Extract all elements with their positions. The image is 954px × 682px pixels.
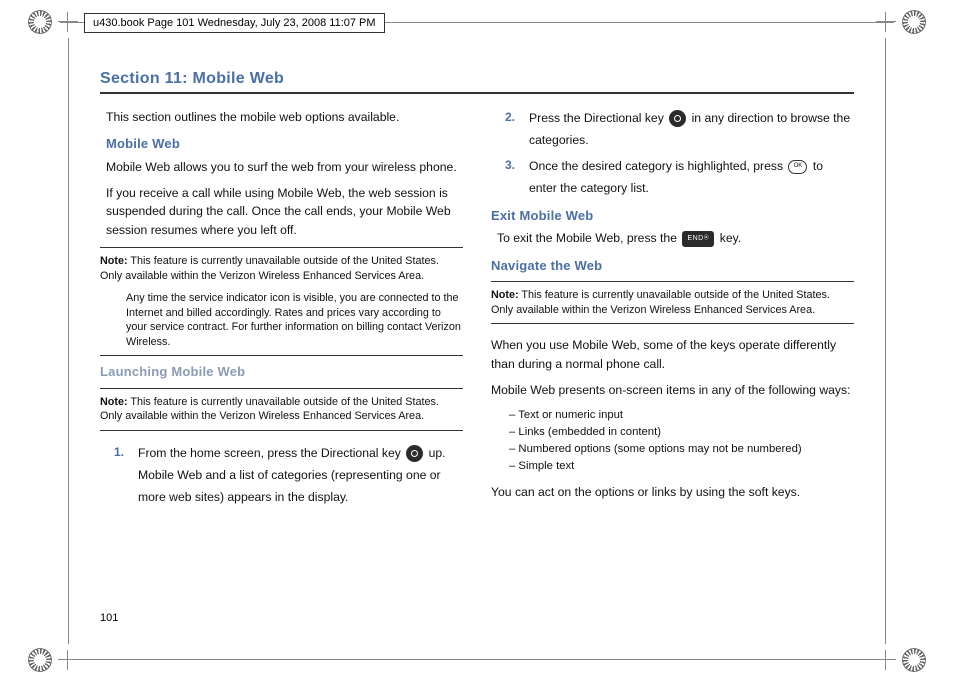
step-text-part: From the home screen, press the Directio… [138, 446, 404, 460]
step-text-part: Press the Directional key [529, 111, 667, 125]
body-text: You can act on the options or links by u… [491, 483, 854, 501]
note-rule [491, 281, 854, 282]
crop-cross-icon [58, 650, 78, 670]
body-text: Mobile Web presents on-screen items in a… [491, 381, 854, 399]
intro-text: This section outlines the mobile web opt… [106, 108, 463, 126]
body-text: If you receive a call while using Mobile… [106, 184, 463, 239]
step-number: 3. [505, 156, 521, 200]
note-text: This feature is currently unavailable ou… [491, 289, 830, 316]
page-header-meta: u430.book Page 101 Wednesday, July 23, 2… [84, 13, 385, 33]
text-part: key. [720, 231, 741, 245]
exit-text: To exit the Mobile Web, press the END⦿ k… [497, 229, 854, 247]
crop-mark-icon [902, 10, 926, 34]
note-label: Note: [491, 289, 519, 301]
text-part: To exit the Mobile Web, press the [497, 231, 680, 245]
crop-mark-icon [902, 648, 926, 672]
section-rule [100, 92, 854, 94]
body-text: When you use Mobile Web, some of the key… [491, 336, 854, 373]
step-number: 2. [505, 108, 521, 152]
frame-line [885, 38, 886, 644]
crop-mark-icon [28, 10, 52, 34]
note-rule [100, 247, 463, 248]
crop-cross-icon [876, 650, 896, 670]
note-text: This feature is currently unavailable ou… [100, 255, 439, 282]
crop-cross-icon [876, 12, 896, 32]
crop-mark-icon [28, 648, 52, 672]
step-item: 2. Press the Directional key in any dire… [491, 108, 854, 152]
list-item: Simple text [509, 458, 854, 475]
note-text: This feature is currently unavailable ou… [100, 396, 439, 423]
note-block: Note: This feature is currently unavaila… [491, 288, 854, 317]
step-text: From the home screen, press the Directio… [138, 443, 463, 509]
note-label: Note: [100, 255, 128, 267]
step-item: 1. From the home screen, press the Direc… [100, 443, 463, 509]
heading-navigate: Navigate the Web [491, 256, 854, 276]
frame-line [60, 659, 894, 660]
crop-cross-icon [58, 12, 78, 32]
directional-key-icon [406, 445, 423, 462]
dash-list: Text or numeric input Links (embedded in… [491, 407, 854, 475]
frame-line [68, 38, 69, 644]
heading-exit: Exit Mobile Web [491, 206, 854, 226]
left-column: This section outlines the mobile web opt… [100, 108, 463, 513]
header-text: u430.book Page 101 Wednesday, July 23, 2… [93, 17, 376, 29]
right-column: 2. Press the Directional key in any dire… [491, 108, 854, 513]
list-item: Text or numeric input [509, 407, 854, 424]
step-item: 3. Once the desired category is highligh… [491, 156, 854, 200]
step-number: 1. [114, 443, 130, 509]
list-item: Links (embedded in content) [509, 424, 854, 441]
ok-key-icon: OK [788, 160, 807, 174]
note-rule [100, 430, 463, 431]
directional-key-icon [669, 110, 686, 127]
list-item: Numbered options (some options may not b… [509, 441, 854, 458]
note-rule [100, 355, 463, 356]
note-label: Note: [100, 396, 128, 408]
step-text: Once the desired category is highlighted… [529, 156, 854, 200]
page-content: Section 11: Mobile Web This section outl… [100, 70, 854, 622]
page-number: 101 [100, 612, 118, 624]
note-rule [491, 323, 854, 324]
end-key-icon: END⦿ [682, 231, 714, 247]
step-text-part: Once the desired category is highlighted… [529, 159, 786, 173]
heading-launching: Launching Mobile Web [100, 362, 463, 382]
section-title: Section 11: Mobile Web [100, 70, 854, 88]
heading-mobile-web: Mobile Web [106, 134, 463, 154]
note-block: Note: This feature is currently unavaila… [100, 395, 463, 424]
note-block: Note: This feature is currently unavaila… [100, 254, 463, 349]
two-column-layout: This section outlines the mobile web opt… [100, 108, 854, 513]
body-text: Mobile Web allows you to surf the web fr… [106, 158, 463, 176]
note-text: Any time the service indicator icon is v… [100, 291, 463, 349]
note-rule [100, 388, 463, 389]
step-text: Press the Directional key in any directi… [529, 108, 854, 152]
